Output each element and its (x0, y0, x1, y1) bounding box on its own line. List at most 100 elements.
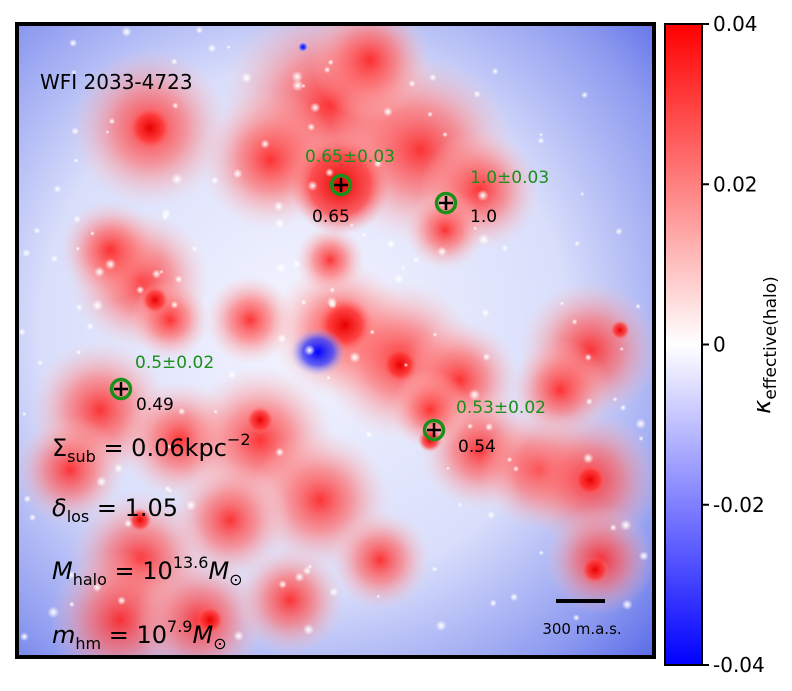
subhalo-dot (307, 180, 318, 191)
halo-core (141, 286, 169, 314)
halo-core (196, 606, 224, 634)
subhalo-dot (427, 111, 433, 118)
subhalo-dot (91, 299, 104, 312)
subhalo-dot (23, 495, 32, 503)
parameter-annotation: δlos = 1.05 (52, 494, 178, 526)
subhalo-dot (275, 262, 287, 273)
subhalo-dot (582, 452, 594, 464)
subhalo-dot (94, 266, 105, 278)
halo-core (246, 406, 274, 434)
subhalo-dot (559, 301, 565, 306)
halo-blob (235, 545, 345, 655)
subhalo-dot (71, 127, 80, 136)
parameter-unit: M (208, 557, 229, 585)
subhalo-dot (92, 582, 102, 593)
subhalo-dot (349, 223, 354, 228)
colorbar-label: κeffective(halo) (748, 276, 781, 414)
image-markers: 0.65±0.03 0.65 1.0±0.03 1.0 0.5±0.02 0.49 0.53… (109, 147, 549, 457)
subhalo-dot (482, 352, 491, 362)
subhalo-dot (232, 168, 243, 179)
subhalo-dot (467, 423, 474, 430)
subhalo-dot (108, 117, 116, 125)
subhalo-dot (121, 26, 132, 38)
subhalo-dot (171, 173, 183, 185)
subhalo-dot (105, 130, 110, 135)
image-marker: 0.5±0.02 0.49 (109, 353, 214, 415)
subhalo-dot (291, 79, 304, 92)
parameter-unit-subscript: ⊙ (213, 634, 226, 653)
subhalo-dot (408, 79, 416, 88)
subhalo-dot (538, 132, 544, 137)
subhalo-dot (538, 550, 544, 556)
image-marker: 0.53±0.02 0.54 (422, 398, 546, 457)
subhalo-dot (571, 318, 578, 325)
parameter-exponent: 7.9 (167, 617, 192, 636)
parameter-symbol: Σ (52, 434, 67, 462)
colorbar-label-subscript: effective(halo) (761, 276, 781, 399)
subhalo-dot (207, 43, 217, 53)
subhalo-dot (442, 131, 448, 138)
halo-core (581, 556, 609, 584)
parameter-symbol: m (52, 621, 75, 649)
parameter-annotation: Mhalo = 1013.6M⊙ (52, 553, 243, 589)
subhalo-dot (403, 362, 409, 368)
subhalo-field (17, 24, 654, 657)
subhalo-dot (584, 353, 592, 362)
subhalo-dot (386, 239, 396, 249)
subhalo-dot (481, 308, 490, 318)
parameter-value: = 10 (107, 557, 173, 585)
subhalo-dot (227, 370, 237, 380)
subhalo-dot (136, 285, 145, 295)
parameter-exponent: −2 (227, 430, 251, 449)
measured-flux-label: 0.65±0.03 (305, 147, 395, 167)
subhalo-dot (393, 274, 404, 285)
subhalo-dot (412, 256, 420, 263)
subhalo-dot (638, 550, 649, 561)
subhalo-dot (476, 189, 489, 202)
subhalo-dot (68, 601, 75, 608)
subhalo-dot (361, 232, 367, 238)
map-frame (15, 22, 656, 659)
subhalo-dot (349, 351, 361, 364)
subhalo-dot (310, 102, 321, 113)
halo-core (574, 464, 606, 496)
subhalo-dot (432, 332, 438, 337)
subhalo-dot (19, 632, 29, 642)
halo-core (128, 106, 172, 150)
subhalo-dot (210, 176, 220, 185)
subhalo-dot (484, 422, 494, 432)
subhalo-dot (170, 58, 178, 66)
subhalo-dot (329, 587, 339, 597)
subhalo-dot (292, 259, 301, 269)
model-flux-label: 0.54 (458, 437, 496, 457)
subhalo-dot (21, 411, 27, 417)
subhalo-dot (329, 287, 336, 293)
subhalo-dot (273, 201, 284, 212)
subhalo-dot (328, 300, 337, 309)
subhalo-dot (302, 624, 315, 636)
subhalo-dot (73, 157, 79, 164)
image-marker: 1.0±0.03 1.0 (434, 168, 549, 227)
parameter-value: = 1.05 (89, 494, 178, 522)
subhalo-dot (325, 168, 335, 178)
parameter-annotation: mhm = 107.9M⊙ (52, 617, 227, 653)
subhalo-dot (473, 90, 481, 98)
negative-convergence-region (290, 328, 346, 376)
parameter-exponent: 13.6 (173, 553, 209, 572)
image-marker: 0.65±0.03 0.65 (305, 147, 395, 227)
subhalo-dot (445, 466, 451, 471)
halo-blob (295, 225, 365, 295)
subhalo-dot (619, 404, 627, 412)
subhalo-dot (274, 218, 286, 229)
subhalo-dot (369, 329, 375, 335)
subhalo-dot (117, 596, 127, 606)
subhalo-dot (581, 91, 589, 99)
subhalo-dot (365, 430, 373, 439)
colorbar-tick-label: 0.04 (713, 12, 758, 36)
subhalo-dot (166, 443, 172, 450)
subhalo-dot (300, 299, 307, 306)
subhalo-dot (307, 123, 316, 132)
subhalo-dot (73, 215, 81, 223)
